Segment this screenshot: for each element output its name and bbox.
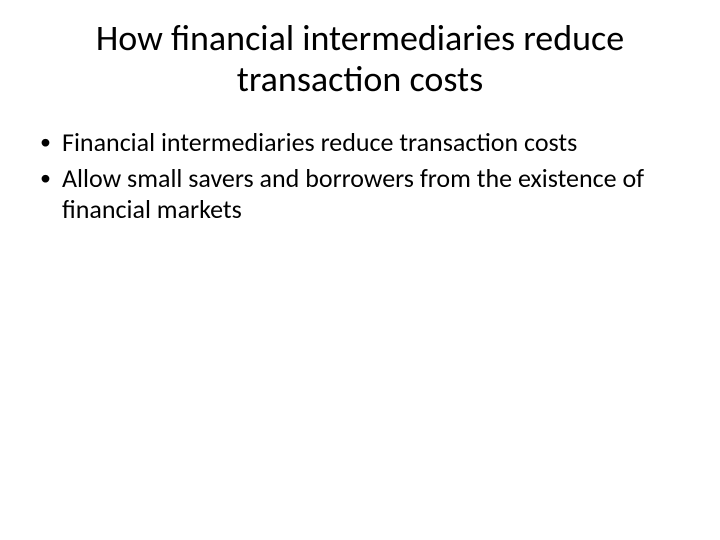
bullet-list: Financial intermediaries reduce transact… [36, 127, 684, 226]
list-item: Financial intermediaries reduce transact… [36, 127, 684, 159]
slide-body: Financial intermediaries reduce transact… [36, 127, 684, 226]
bullet-text: Allow small savers and borrowers from th… [62, 162, 644, 226]
list-item: Allow small savers and borrowers from th… [36, 163, 684, 226]
slide: How financial intermediaries reduce tran… [0, 0, 720, 540]
slide-title: How financial intermediaries reduce tran… [56, 18, 664, 101]
bullet-text: Financial intermediaries reduce transact… [62, 126, 577, 158]
